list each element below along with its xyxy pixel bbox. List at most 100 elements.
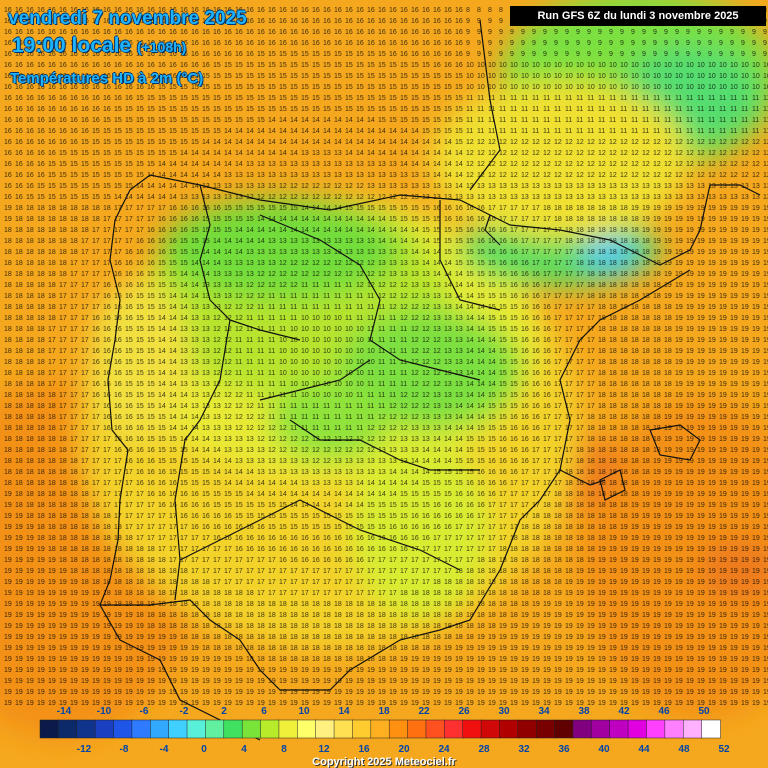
svg-text:16: 16 xyxy=(455,513,463,520)
svg-text:14: 14 xyxy=(356,491,364,498)
svg-text:13: 13 xyxy=(433,282,441,289)
svg-text:19: 19 xyxy=(675,425,683,432)
svg-text:14: 14 xyxy=(389,128,397,135)
svg-text:14: 14 xyxy=(455,150,463,157)
svg-text:13: 13 xyxy=(235,447,243,454)
svg-text:9: 9 xyxy=(565,29,569,36)
svg-text:14: 14 xyxy=(334,117,342,124)
svg-text:15: 15 xyxy=(433,480,441,487)
svg-text:14: 14 xyxy=(169,183,177,190)
svg-text:11: 11 xyxy=(543,106,550,113)
svg-text:12: 12 xyxy=(400,293,408,300)
svg-text:19: 19 xyxy=(37,612,45,619)
svg-text:18: 18 xyxy=(103,568,111,575)
svg-text:9: 9 xyxy=(587,29,591,36)
svg-text:14: 14 xyxy=(455,293,463,300)
svg-text:16: 16 xyxy=(103,326,111,333)
svg-text:13: 13 xyxy=(279,469,287,476)
svg-text:18: 18 xyxy=(59,436,67,443)
svg-text:15: 15 xyxy=(422,480,430,487)
svg-text:19: 19 xyxy=(499,634,507,641)
svg-text:16: 16 xyxy=(290,18,298,25)
svg-text:18: 18 xyxy=(103,524,111,531)
svg-text:14: 14 xyxy=(477,304,485,311)
svg-text:17: 17 xyxy=(554,447,562,454)
svg-text:12: 12 xyxy=(400,282,408,289)
svg-text:19: 19 xyxy=(719,579,727,586)
svg-text:19: 19 xyxy=(653,579,661,586)
svg-text:18: 18 xyxy=(609,205,617,212)
svg-text:9: 9 xyxy=(697,51,701,58)
svg-text:16: 16 xyxy=(125,29,133,36)
svg-text:18: 18 xyxy=(4,282,12,289)
svg-text:10: 10 xyxy=(323,348,331,355)
svg-text:14: 14 xyxy=(246,238,254,245)
svg-text:11: 11 xyxy=(763,117,768,124)
svg-text:19: 19 xyxy=(763,403,768,410)
svg-text:19: 19 xyxy=(675,667,683,674)
svg-text:15: 15 xyxy=(136,117,144,124)
svg-text:12: 12 xyxy=(411,403,419,410)
svg-text:19: 19 xyxy=(477,634,485,641)
svg-text:9: 9 xyxy=(543,40,547,47)
svg-text:14: 14 xyxy=(400,128,408,135)
svg-text:14: 14 xyxy=(180,172,188,179)
svg-text:13: 13 xyxy=(444,304,452,311)
svg-text:16: 16 xyxy=(312,535,320,542)
svg-text:19: 19 xyxy=(708,623,716,630)
svg-text:19: 19 xyxy=(763,667,768,674)
svg-text:14: 14 xyxy=(169,194,177,201)
svg-text:19: 19 xyxy=(642,491,650,498)
svg-text:11: 11 xyxy=(752,117,759,124)
svg-text:13: 13 xyxy=(279,249,287,256)
svg-text:15: 15 xyxy=(400,216,408,223)
svg-text:16: 16 xyxy=(81,106,89,113)
svg-text:18: 18 xyxy=(169,601,177,608)
svg-text:15: 15 xyxy=(477,282,485,289)
svg-text:15: 15 xyxy=(92,139,100,146)
svg-text:19: 19 xyxy=(642,513,650,520)
svg-text:17: 17 xyxy=(455,557,463,564)
svg-text:12: 12 xyxy=(213,315,221,322)
svg-text:19: 19 xyxy=(730,205,738,212)
svg-text:9: 9 xyxy=(686,29,690,36)
svg-text:17: 17 xyxy=(532,502,540,509)
svg-text:13: 13 xyxy=(356,458,364,465)
svg-text:16: 16 xyxy=(389,535,397,542)
svg-text:16: 16 xyxy=(26,128,34,135)
svg-text:18: 18 xyxy=(510,535,518,542)
run-label: Run GFS 6Z du lundi 3 novembre 2025 xyxy=(510,6,766,26)
svg-text:19: 19 xyxy=(741,667,749,674)
svg-text:16: 16 xyxy=(455,205,463,212)
svg-text:16: 16 xyxy=(180,513,188,520)
svg-text:10: 10 xyxy=(301,326,309,333)
svg-text:14: 14 xyxy=(488,348,496,355)
svg-text:19: 19 xyxy=(202,678,210,685)
svg-text:18: 18 xyxy=(37,337,45,344)
svg-text:18: 18 xyxy=(587,414,595,421)
svg-text:15: 15 xyxy=(334,62,342,69)
svg-text:18: 18 xyxy=(4,414,12,421)
svg-text:19: 19 xyxy=(686,590,694,597)
svg-text:17: 17 xyxy=(70,370,78,377)
svg-text:18: 18 xyxy=(455,590,463,597)
svg-text:12: 12 xyxy=(609,150,617,157)
svg-text:12: 12 xyxy=(334,260,342,267)
svg-text:16: 16 xyxy=(4,194,12,201)
svg-text:15: 15 xyxy=(257,117,265,124)
svg-text:17: 17 xyxy=(532,238,540,245)
svg-text:13: 13 xyxy=(752,194,760,201)
svg-text:19: 19 xyxy=(741,271,749,278)
svg-text:13: 13 xyxy=(565,183,573,190)
svg-text:16: 16 xyxy=(510,447,518,454)
svg-text:19: 19 xyxy=(48,667,56,674)
svg-text:17: 17 xyxy=(312,579,320,586)
svg-text:19: 19 xyxy=(697,546,705,553)
svg-text:14: 14 xyxy=(169,425,177,432)
svg-text:19: 19 xyxy=(763,535,768,542)
svg-text:16: 16 xyxy=(488,491,496,498)
svg-text:14: 14 xyxy=(466,326,474,333)
svg-text:13: 13 xyxy=(587,183,595,190)
svg-text:15: 15 xyxy=(477,271,485,278)
svg-text:18: 18 xyxy=(565,227,573,234)
